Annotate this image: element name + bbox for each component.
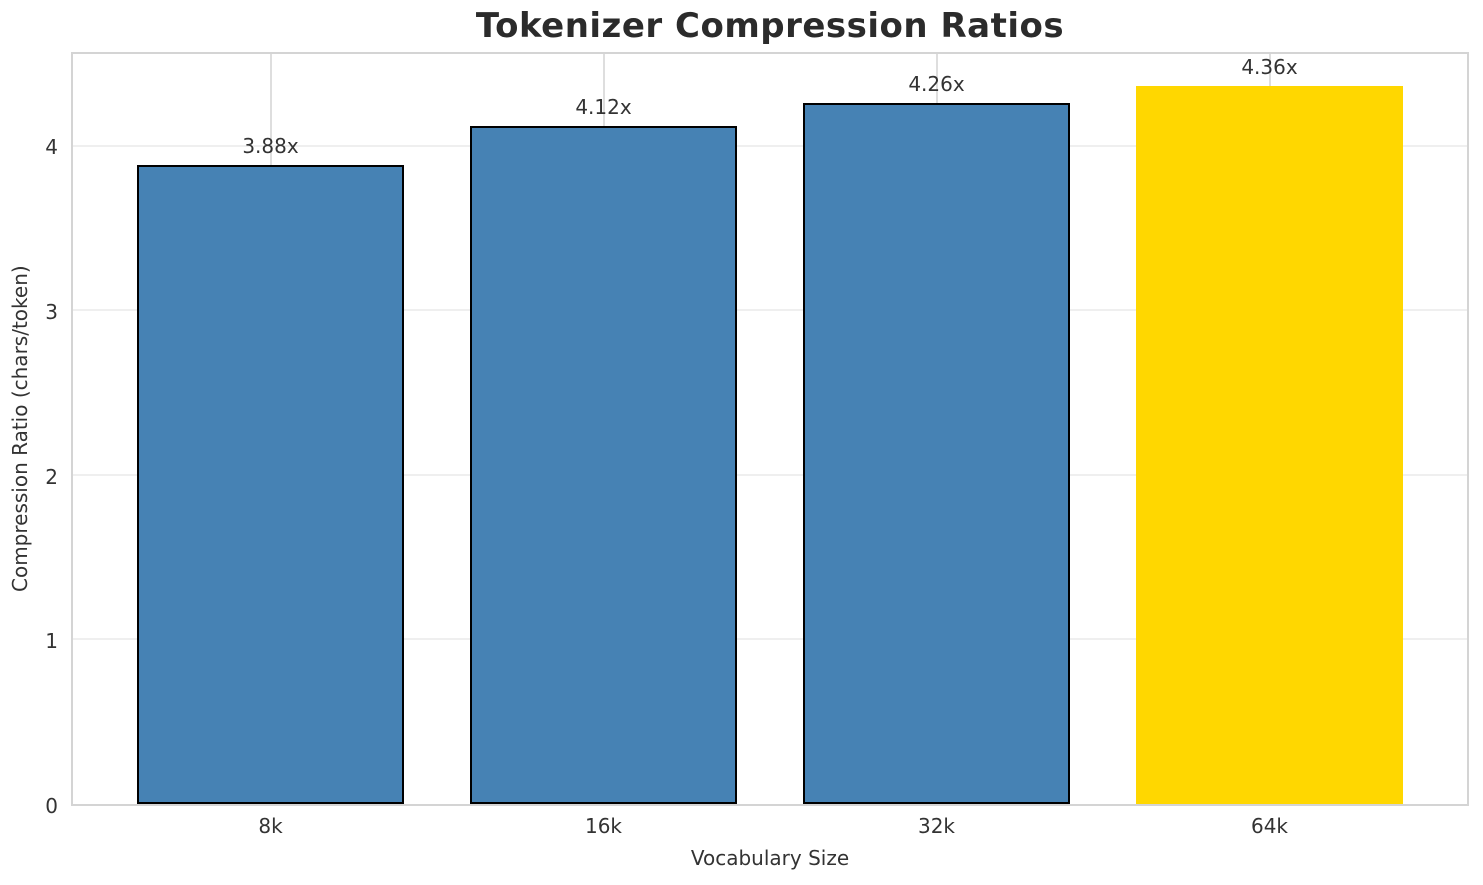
y-tick-label: 2 — [45, 464, 58, 489]
x-tick-label: 8k — [258, 814, 283, 838]
y-tick-label: 1 — [45, 629, 58, 654]
h-gridline — [73, 144, 1467, 147]
bar-16k — [470, 125, 737, 804]
bar-value-label: 4.12x — [575, 94, 632, 119]
bar-value-label: 3.88x — [242, 134, 299, 159]
bar-value-label: 4.36x — [1241, 55, 1298, 80]
bars-row: 3.88x 4.12x 4.26x 4.36x — [73, 54, 1467, 804]
h-gridline — [73, 473, 1467, 476]
bar-slot: 3.88x — [104, 54, 437, 804]
h-gridline — [73, 638, 1467, 641]
bar-value-label: 4.26x — [908, 71, 965, 96]
y-tick-label: 3 — [45, 300, 58, 325]
bar-64k — [1136, 86, 1403, 804]
plot-area: 3.88x 4.12x 4.26x 4.36x — [71, 52, 1469, 806]
chart-title: Tokenizer Compression Ratios — [475, 6, 1065, 46]
bar-slot: 4.26x — [770, 54, 1103, 804]
x-tick-label: 64k — [1250, 814, 1289, 838]
bar-slot: 4.12x — [437, 54, 770, 804]
bar-32k — [803, 102, 1070, 804]
x-tick-label: 32k — [917, 814, 956, 838]
y-axis-label: Compression Ratio (chars/token) — [8, 265, 32, 593]
bar-slot: 4.36x — [1103, 54, 1436, 804]
bar-8k — [137, 165, 404, 804]
x-tick-label: 16k — [584, 814, 623, 838]
y-tick-label: 0 — [45, 794, 58, 818]
x-axis-label: Vocabulary Size — [690, 846, 850, 870]
h-gridline — [73, 309, 1467, 312]
y-tick-label: 4 — [45, 135, 58, 160]
